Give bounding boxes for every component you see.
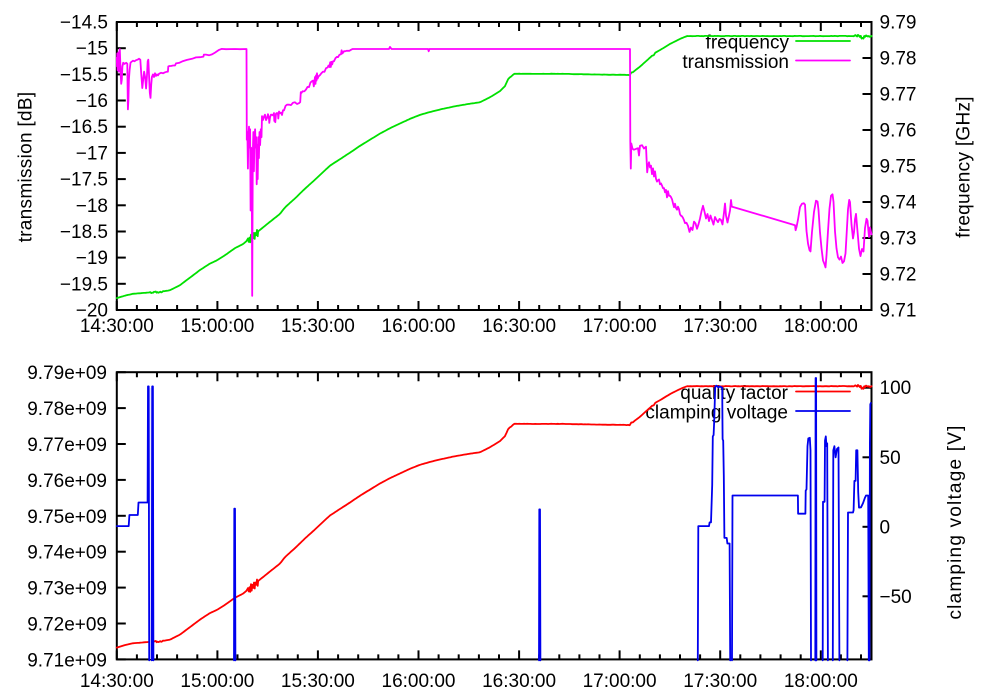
svg-text:9.71: 9.71 xyxy=(880,301,917,322)
svg-text:−19: −19 xyxy=(76,248,108,269)
svg-text:9.73: 9.73 xyxy=(880,229,917,250)
svg-text:9.78e+09: 9.78e+09 xyxy=(27,399,107,420)
svg-text:transmission [dB]: transmission [dB] xyxy=(16,92,37,243)
svg-text:9.73e+09: 9.73e+09 xyxy=(27,579,107,600)
svg-text:0: 0 xyxy=(880,517,891,538)
svg-text:15:30:00: 15:30:00 xyxy=(281,316,355,337)
svg-text:9.79e+09: 9.79e+09 xyxy=(27,363,107,384)
svg-text:−16.5: −16.5 xyxy=(60,117,108,138)
svg-text:−18.5: −18.5 xyxy=(60,222,108,243)
svg-text:16:30:00: 16:30:00 xyxy=(482,316,556,337)
svg-text:frequency [GHz]: frequency [GHz] xyxy=(954,96,975,238)
svg-text:−15.5: −15.5 xyxy=(60,65,108,86)
svg-text:15:30:00: 15:30:00 xyxy=(281,671,355,692)
svg-text:16:00:00: 16:00:00 xyxy=(382,671,456,692)
svg-text:9.79: 9.79 xyxy=(880,13,917,34)
svg-text:50: 50 xyxy=(880,448,901,469)
svg-text:clamping voltage: clamping voltage xyxy=(645,403,788,424)
svg-text:transmission: transmission xyxy=(682,52,789,73)
svg-text:−17.5: −17.5 xyxy=(60,170,108,191)
svg-text:9.74: 9.74 xyxy=(880,193,917,214)
svg-text:9.75e+09: 9.75e+09 xyxy=(27,507,107,528)
svg-text:−50: −50 xyxy=(880,587,912,608)
svg-text:quality factor: quality factor xyxy=(680,383,788,404)
svg-text:9.72: 9.72 xyxy=(880,265,917,286)
svg-text:14:30:00: 14:30:00 xyxy=(80,316,154,337)
svg-text:16:30:00: 16:30:00 xyxy=(482,671,556,692)
svg-text:9.78: 9.78 xyxy=(880,49,917,70)
svg-text:9.75: 9.75 xyxy=(880,157,917,178)
svg-text:17:30:00: 17:30:00 xyxy=(683,316,757,337)
svg-text:9.77: 9.77 xyxy=(880,85,917,106)
svg-text:100: 100 xyxy=(880,378,912,399)
svg-text:15:00:00: 15:00:00 xyxy=(180,316,254,337)
svg-text:9.72e+09: 9.72e+09 xyxy=(27,615,107,636)
svg-text:9.77e+09: 9.77e+09 xyxy=(27,435,107,456)
svg-text:−14.5: −14.5 xyxy=(60,13,108,34)
svg-text:18:00:00: 18:00:00 xyxy=(784,671,858,692)
svg-text:9.76e+09: 9.76e+09 xyxy=(27,471,107,492)
svg-text:−19.5: −19.5 xyxy=(60,274,108,295)
svg-text:clamping voltage [V]: clamping voltage [V] xyxy=(945,424,966,619)
svg-text:14:30:00: 14:30:00 xyxy=(80,671,154,692)
svg-text:17:00:00: 17:00:00 xyxy=(583,316,657,337)
svg-text:−15: −15 xyxy=(76,39,108,60)
svg-text:frequency: frequency xyxy=(706,33,790,54)
svg-text:18:00:00: 18:00:00 xyxy=(784,316,858,337)
svg-text:−18: −18 xyxy=(76,196,108,217)
svg-text:−17: −17 xyxy=(76,143,108,164)
svg-text:9.76: 9.76 xyxy=(880,121,917,142)
svg-text:17:00:00: 17:00:00 xyxy=(583,671,657,692)
svg-text:17:30:00: 17:30:00 xyxy=(683,671,757,692)
svg-text:15:00:00: 15:00:00 xyxy=(180,671,254,692)
svg-text:9.74e+09: 9.74e+09 xyxy=(27,543,107,564)
svg-text:9.71e+09: 9.71e+09 xyxy=(27,650,107,671)
svg-text:16:00:00: 16:00:00 xyxy=(382,316,456,337)
svg-text:−16: −16 xyxy=(76,91,108,112)
svg-text:−20: −20 xyxy=(76,301,108,322)
